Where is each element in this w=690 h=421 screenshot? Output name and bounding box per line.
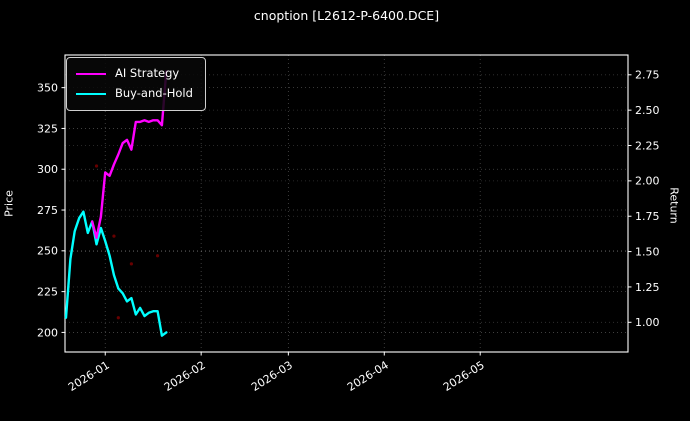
price-tick-label: 350 — [37, 81, 58, 94]
right-axis-label: Return — [667, 187, 681, 224]
return-tick-label: 2.75 — [635, 69, 660, 82]
date-tick-label: 2026-01 — [66, 359, 112, 394]
return-tick-label: 1.25 — [635, 281, 660, 294]
legend-label: Buy-and-Hold — [115, 86, 193, 101]
chart-title: cnoption [L2612-P-6400.DCE] — [253, 8, 440, 23]
price-tick-label: 225 — [37, 285, 58, 298]
left-axis-label: Price — [2, 190, 16, 217]
date-tick-label: 2026-05 — [441, 359, 487, 394]
legend-label: AI Strategy — [115, 66, 180, 81]
signal-dot — [129, 262, 133, 266]
return-tick-label: 2.00 — [635, 175, 660, 188]
legend-item-buy-and-hold: Buy-and-Hold — [76, 84, 193, 104]
return-tick-label: 1.75 — [635, 210, 660, 223]
return-tick-label: 1.50 — [635, 245, 660, 258]
signal-dot — [112, 234, 116, 238]
price-tick-label: 200 — [37, 326, 58, 339]
legend: AI Strategy Buy-and-Hold — [66, 57, 206, 111]
return-tick-label: 2.25 — [635, 139, 660, 152]
signal-dot — [155, 254, 160, 258]
series-line-ai-strategy — [90, 70, 168, 240]
price-tick-label: 300 — [37, 163, 58, 176]
legend-swatch — [76, 72, 106, 76]
price-tick-label: 250 — [37, 245, 58, 258]
price-tick-label: 275 — [37, 204, 58, 217]
series-line-buy-and-hold — [64, 210, 168, 337]
date-tick-label: 2026-02 — [162, 359, 208, 394]
legend-item-ai-strategy: AI Strategy — [76, 64, 193, 84]
signal-dot — [116, 316, 120, 320]
price-tick-label: 325 — [37, 122, 58, 135]
legend-swatch — [76, 92, 106, 96]
axes-frame — [64, 54, 629, 353]
date-tick-label: 2026-03 — [249, 359, 295, 394]
return-tick-label: 1.00 — [635, 316, 660, 329]
return-tick-label: 2.50 — [635, 104, 660, 117]
signal-dot — [94, 164, 99, 168]
date-tick-label: 2026-04 — [345, 359, 391, 394]
